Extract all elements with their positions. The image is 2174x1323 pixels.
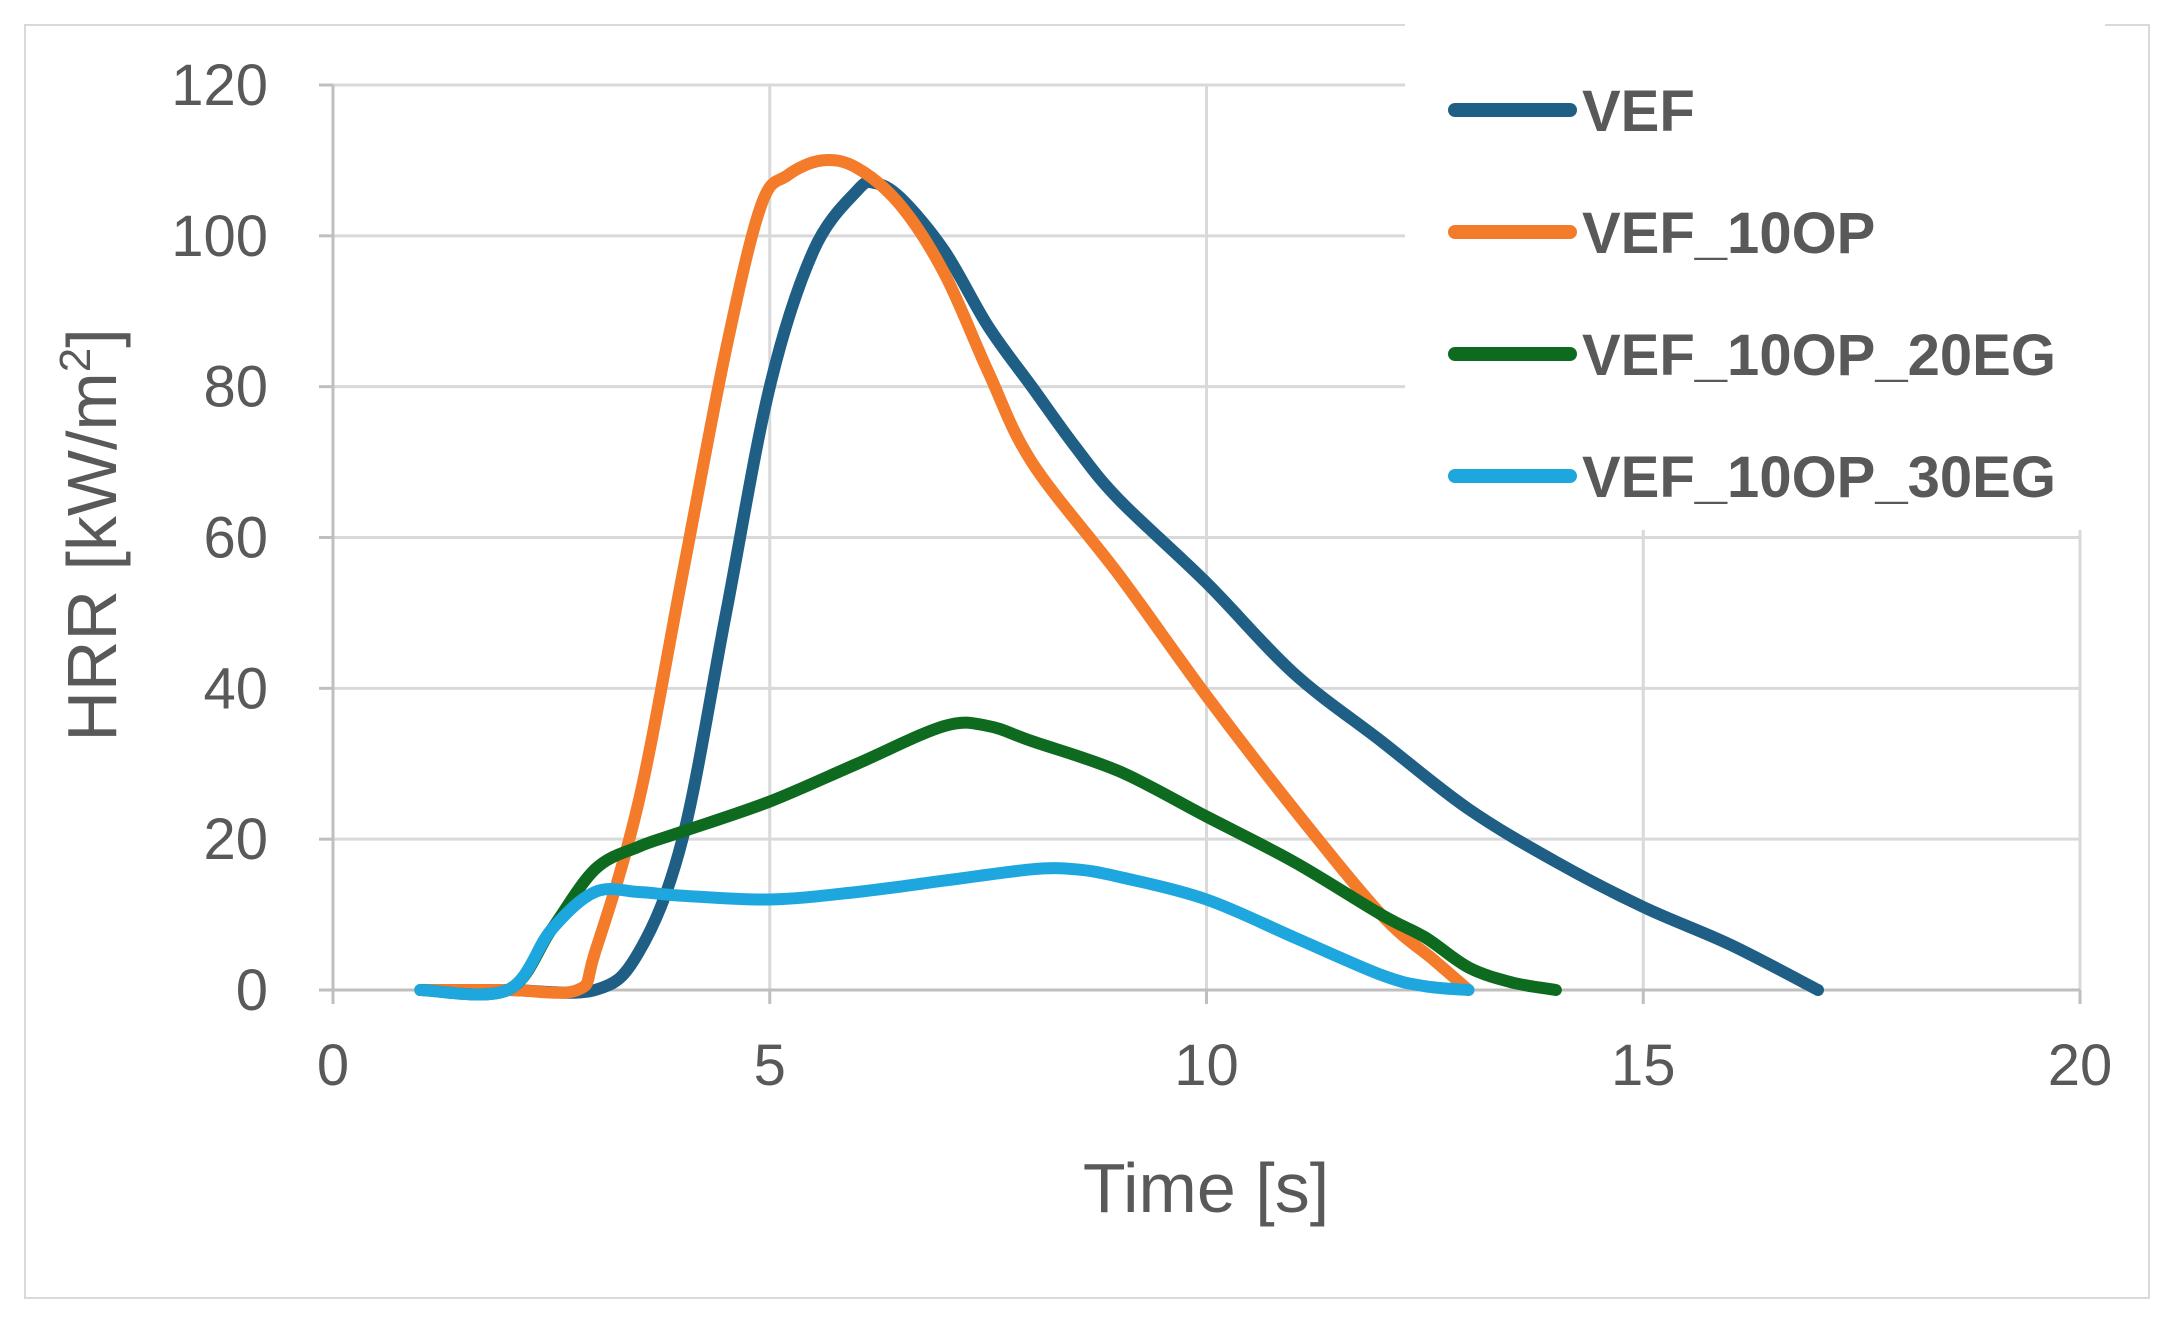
legend-label: VEF_10OP [1582,201,1875,266]
y-tick-label: 120 [171,53,268,118]
x-axis-title: Time [s] [1083,1149,1329,1227]
y-axis-title-sup: 2 [51,348,100,372]
axes [319,83,2082,1004]
y-tick-label: 20 [203,807,268,872]
y-tick-label: 40 [203,656,268,721]
series-line-vef-10op [414,154,1475,999]
data-series [414,154,1824,1001]
y-axis-title-main: HRR [kW/m [53,372,131,741]
legend-label: VEF [1582,79,1695,144]
legend-label: VEF_10OP_30EG [1582,445,2056,510]
series-line-vef-10op-20eg [414,716,1562,1001]
x-tick-label: 10 [1174,1033,1239,1098]
legend: VEF VEF_10OP VEF_10OP_20EG VEF_10OP_30EG [1405,20,2105,530]
x-tick-label: 5 [754,1033,786,1098]
y-tick-label: 0 [236,958,268,1023]
y-tick-label: 80 [203,355,268,420]
y-tick-label: 60 [203,506,268,571]
x-tick-label: 0 [317,1033,349,1098]
y-tick-labels: 0 20 40 60 80 100 120 [171,53,268,1023]
y-axis-title: HRR [kW/m2] [51,328,131,741]
y-tick-label: 100 [171,204,268,269]
x-tick-label: 15 [1611,1033,1676,1098]
legend-label: VEF_10OP_20EG [1582,323,2056,388]
series-line-vef-10op-30eg [414,862,1475,1001]
x-tick-labels: 0 5 10 15 20 [317,1033,2112,1098]
series-line-vef [414,175,1824,999]
x-tick-label: 20 [2048,1033,2113,1098]
y-axis-title-tail: ] [53,328,131,347]
